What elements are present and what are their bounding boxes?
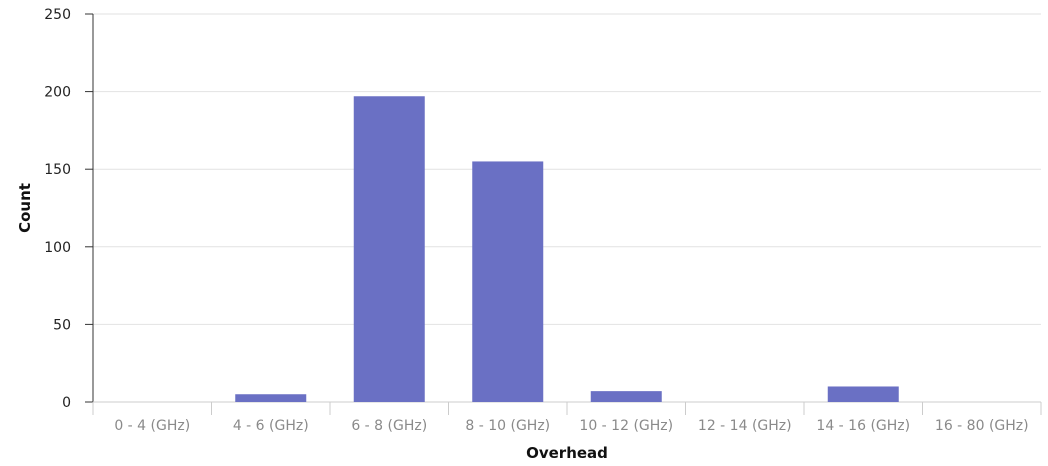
x-tick-label: 6 - 8 (GHz) bbox=[351, 418, 427, 434]
x-axis-title: Overhead bbox=[526, 444, 608, 462]
gridlines bbox=[93, 13, 1041, 325]
x-tick-labels: 0 - 4 (GHz) 4 - 6 (GHz) 6 - 8 (GHz) 8 - 10 … bbox=[114, 418, 1028, 434]
y-tick-label: 200 bbox=[44, 85, 71, 101]
y-axis-title: Count bbox=[16, 183, 34, 233]
y-tick-label: 150 bbox=[44, 162, 71, 178]
x-tick-label: 14 - 16 (GHz) bbox=[816, 418, 910, 434]
bar[interactable] bbox=[827, 386, 899, 402]
x-tick-label: 12 - 14 (GHz) bbox=[698, 418, 792, 434]
x-tick-label: 4 - 6 (GHz) bbox=[233, 418, 309, 434]
axes bbox=[85, 13, 1042, 415]
x-tick-label: 10 - 12 (GHz) bbox=[579, 418, 673, 434]
x-tick-label: 0 - 4 (GHz) bbox=[114, 418, 190, 434]
y-tick-label: 50 bbox=[53, 317, 71, 333]
bar[interactable] bbox=[472, 161, 544, 402]
y-tick-label: 100 bbox=[44, 240, 71, 256]
bar[interactable] bbox=[353, 96, 425, 403]
y-tick-label: 250 bbox=[44, 7, 71, 23]
bar[interactable] bbox=[590, 391, 662, 402]
y-tick-labels: 0 50 100 150 200 250 bbox=[44, 7, 71, 411]
y-tick-label: 0 bbox=[62, 395, 71, 411]
x-tick-label: 8 - 10 (GHz) bbox=[465, 418, 550, 434]
x-tick-label: 16 - 80 (GHz) bbox=[935, 418, 1029, 434]
bars bbox=[235, 96, 899, 403]
bar[interactable] bbox=[235, 394, 307, 402]
